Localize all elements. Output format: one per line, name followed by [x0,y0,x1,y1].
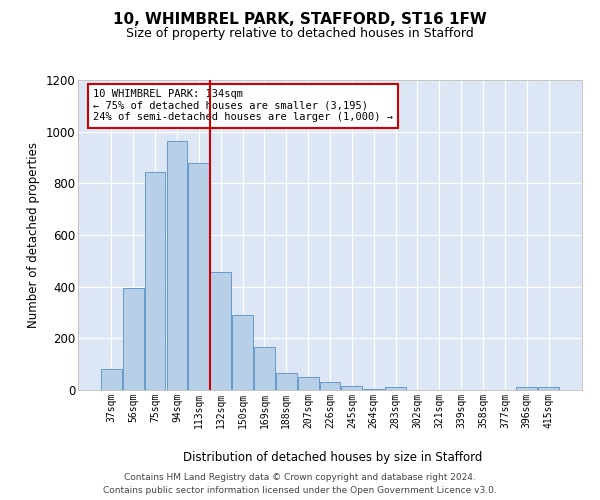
Bar [210,272,231,390]
Bar [276,373,296,390]
Bar [188,162,209,390]
Bar [145,172,166,390]
Text: Distribution of detached houses by size in Stafford: Distribution of detached houses by size … [184,451,482,464]
Bar [320,382,340,390]
Text: 10 WHIMBREL PARK: 134sqm
← 75% of detached houses are smaller (3,195)
24% of sem: 10 WHIMBREL PARK: 134sqm ← 75% of detach… [93,90,393,122]
Text: Contains public sector information licensed under the Open Government Licence v3: Contains public sector information licen… [103,486,497,495]
Bar [167,140,187,390]
Bar [232,315,253,390]
Text: Contains HM Land Registry data © Crown copyright and database right 2024.: Contains HM Land Registry data © Crown c… [124,474,476,482]
Bar [364,388,384,390]
Y-axis label: Number of detached properties: Number of detached properties [27,142,40,328]
Bar [123,288,143,390]
Bar [101,370,122,390]
Bar [385,388,406,390]
Bar [254,348,275,390]
Bar [538,388,559,390]
Text: 10, WHIMBREL PARK, STAFFORD, ST16 1FW: 10, WHIMBREL PARK, STAFFORD, ST16 1FW [113,12,487,28]
Bar [298,377,319,390]
Text: Size of property relative to detached houses in Stafford: Size of property relative to detached ho… [126,28,474,40]
Bar [517,388,537,390]
Bar [341,386,362,390]
